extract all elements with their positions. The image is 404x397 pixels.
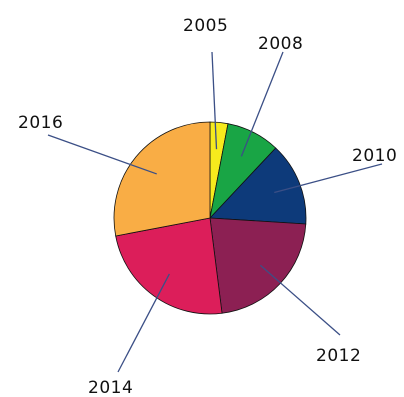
leader-line-2010 bbox=[274, 163, 383, 194]
pie-slices bbox=[113, 121, 307, 315]
slice-label-2016: 2016 bbox=[18, 113, 63, 133]
leader-lines bbox=[47, 51, 383, 373]
leader-line-2008 bbox=[240, 51, 284, 157]
category-labels: 2005 2008 2010 2012 2014 2016 bbox=[18, 16, 397, 397]
slice-label-2008: 2008 bbox=[258, 34, 303, 54]
leader-line-2014 bbox=[117, 273, 170, 373]
slice-label-2010: 2010 bbox=[352, 146, 397, 166]
leader-line-2012 bbox=[259, 264, 341, 336]
leader-line-2005 bbox=[211, 51, 218, 150]
slice-label-2005: 2005 bbox=[183, 16, 228, 36]
pie-slice-2010 bbox=[209, 147, 307, 225]
leader-line-2016 bbox=[47, 134, 157, 175]
slice-label-2012: 2012 bbox=[316, 346, 361, 366]
pie-slice-2012 bbox=[209, 217, 307, 314]
pie-slice-2016 bbox=[113, 121, 211, 237]
slice-label-2014: 2014 bbox=[88, 378, 133, 397]
pie-slice-2014 bbox=[115, 217, 223, 315]
